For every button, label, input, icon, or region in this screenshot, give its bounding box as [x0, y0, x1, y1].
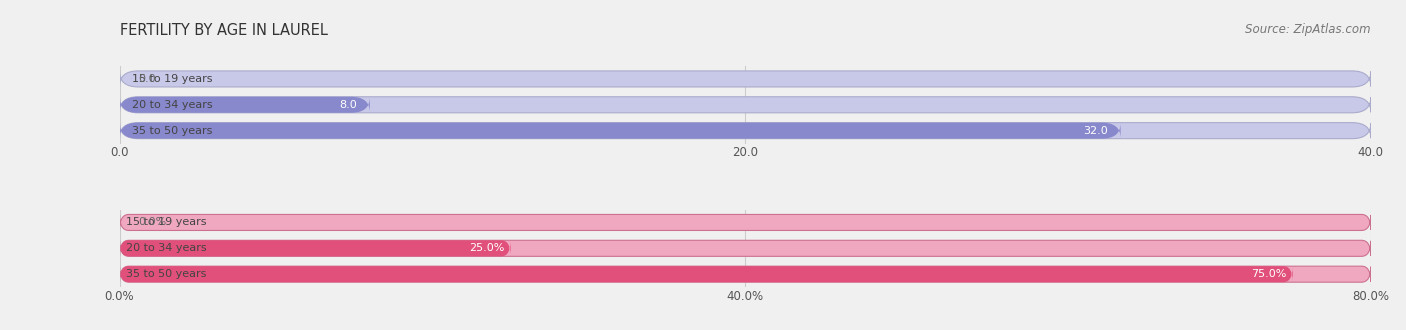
Text: 32.0: 32.0 — [1083, 126, 1108, 136]
FancyBboxPatch shape — [120, 123, 1371, 139]
Text: 75.0%: 75.0% — [1251, 269, 1286, 279]
Text: 35 to 50 years: 35 to 50 years — [132, 126, 212, 136]
FancyBboxPatch shape — [120, 97, 1371, 113]
Text: 20 to 34 years: 20 to 34 years — [132, 100, 212, 110]
Text: 0.0: 0.0 — [138, 74, 156, 84]
FancyBboxPatch shape — [120, 266, 1292, 282]
Text: 15 to 19 years: 15 to 19 years — [125, 217, 207, 227]
FancyBboxPatch shape — [120, 97, 370, 113]
Text: 8.0: 8.0 — [339, 100, 357, 110]
Text: 25.0%: 25.0% — [470, 243, 505, 253]
FancyBboxPatch shape — [120, 214, 1371, 230]
Text: 0.0%: 0.0% — [138, 217, 166, 227]
Text: 15 to 19 years: 15 to 19 years — [132, 74, 212, 84]
FancyBboxPatch shape — [120, 123, 1121, 139]
FancyBboxPatch shape — [120, 240, 1371, 256]
Text: Source: ZipAtlas.com: Source: ZipAtlas.com — [1246, 23, 1371, 36]
FancyBboxPatch shape — [120, 71, 1371, 87]
FancyBboxPatch shape — [120, 266, 1371, 282]
Text: 20 to 34 years: 20 to 34 years — [125, 243, 207, 253]
Text: 35 to 50 years: 35 to 50 years — [125, 269, 207, 279]
Text: FERTILITY BY AGE IN LAUREL: FERTILITY BY AGE IN LAUREL — [120, 23, 328, 38]
FancyBboxPatch shape — [120, 240, 510, 256]
